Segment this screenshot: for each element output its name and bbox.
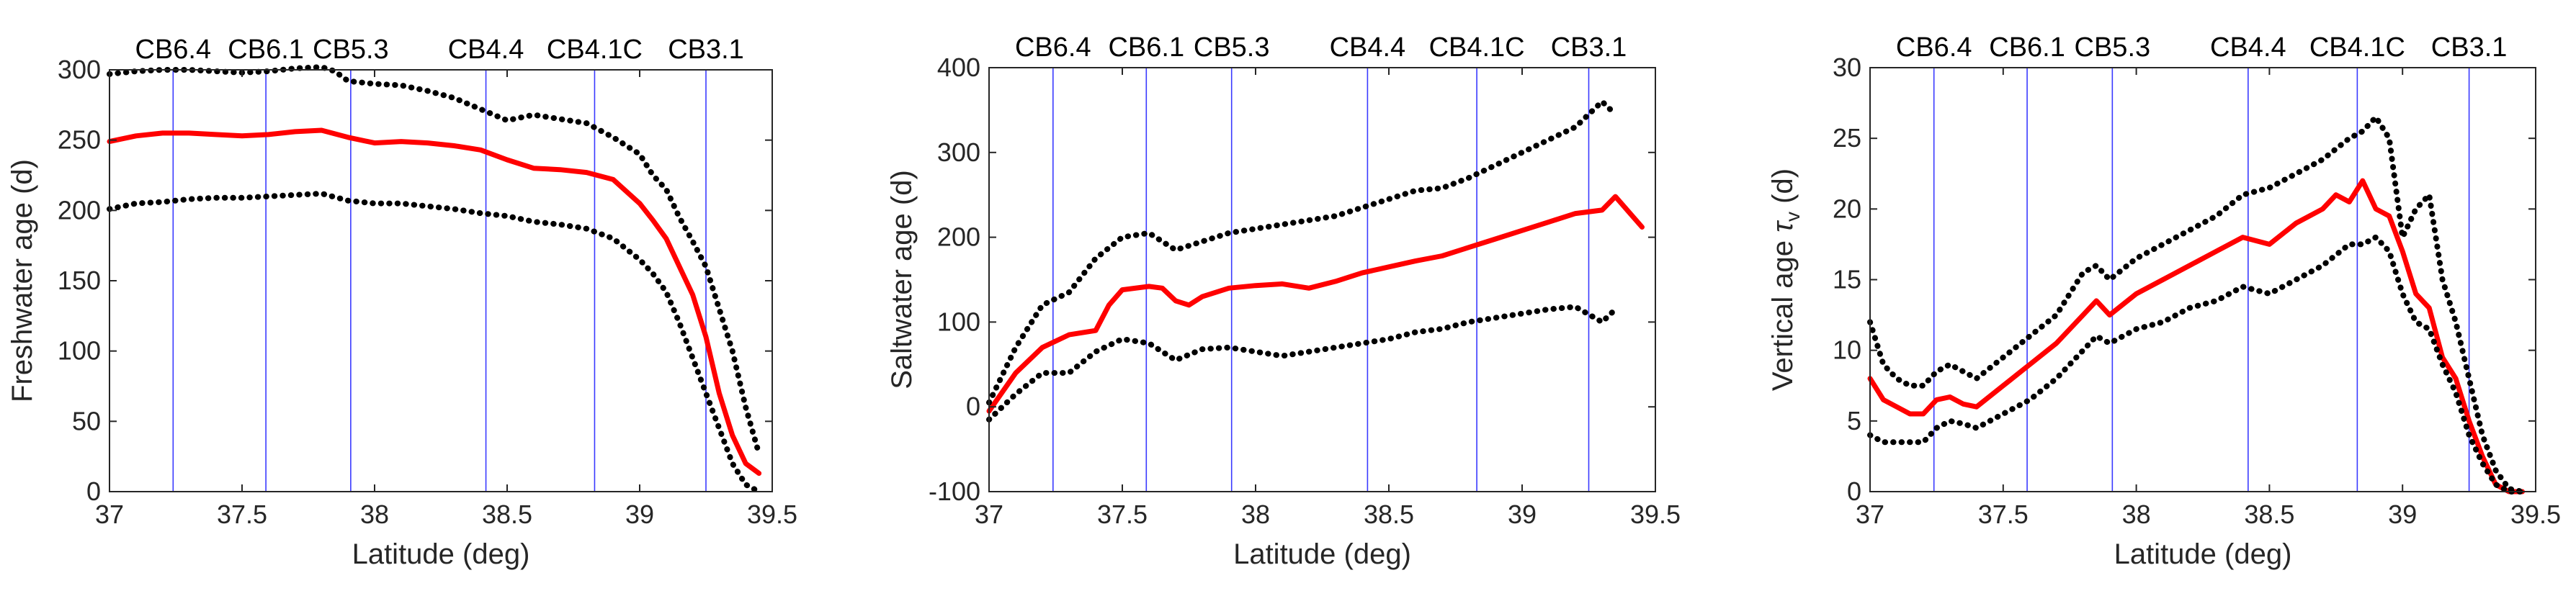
station-label: CB5.3 <box>1194 32 1270 63</box>
x-tick-label: 39 <box>2388 500 2417 529</box>
x-tick-label: 37 <box>1856 500 1884 529</box>
axes-box <box>1869 67 2536 492</box>
y-tick-label: 5 <box>1847 406 1861 435</box>
series-lower-line <box>1867 234 2526 495</box>
x-tick-label: 38.5 <box>2244 500 2294 529</box>
station-label: CB4.4 <box>2210 32 2286 63</box>
x-tick-label: 39 <box>625 500 654 529</box>
y-axis-label: Freshwater age (d) <box>6 159 38 402</box>
x-tick-label: 38.5 <box>1364 500 1414 529</box>
axes-box <box>988 67 1656 492</box>
series-lower-line <box>107 190 762 495</box>
panel-2: CB6.4 CB6.1 CB5.3 CB4.4 CB4.1C CB3.1 37 37.5 38 3… <box>886 32 1681 570</box>
station-label: CB6.4 <box>135 35 212 65</box>
series-lower-line <box>986 304 1619 423</box>
y-tick-label: 0 <box>86 477 101 506</box>
station-label: CB6.4 <box>1896 32 1972 63</box>
x-tick-label: 37.5 <box>1097 500 1148 529</box>
x-tick-label: 38 <box>360 500 389 529</box>
y-axis-label-subscript: v <box>1781 212 1804 222</box>
station-label: CB3.1 <box>2431 32 2508 63</box>
y-tick-label: 0 <box>966 392 980 421</box>
panel-1: CB6.4 CB6.1 CB5.3 CB4.4 CB4.1C CB3.1 37 37.5 38 3… <box>6 35 797 570</box>
y-tick-label: 30 <box>1833 53 1861 82</box>
x-tick-label: 39.5 <box>2510 500 2561 529</box>
station-label: CB5.3 <box>2075 32 2151 63</box>
x-tick-label: 39 <box>1508 500 1537 529</box>
station-label: CB6.1 <box>1108 32 1184 63</box>
station-label: CB4.1C <box>547 35 643 65</box>
x-tick-label: 38 <box>2122 500 2151 529</box>
series-mean-line <box>107 127 762 477</box>
x-tick-label: 37 <box>975 500 1003 529</box>
y-tick-label: 0 <box>1847 477 1861 506</box>
station-label: CB6.1 <box>1989 32 2065 63</box>
y-axis-label-symbol: τ <box>1767 220 1799 232</box>
x-tick-label: 37 <box>95 500 124 529</box>
station-label: CB3.1 <box>1551 32 1627 63</box>
y-tick-label: 200 <box>58 195 101 225</box>
x-tick-label: 39.5 <box>747 500 797 529</box>
y-tick-label: 250 <box>58 125 101 155</box>
y-axis-label-main: Vertical age <box>1767 232 1799 391</box>
station-label: CB6.1 <box>228 35 304 65</box>
series-upper-line <box>986 99 1619 406</box>
series-mean-line <box>1867 178 2525 495</box>
y-tick-label: 10 <box>1833 335 1861 365</box>
x-axis-label: Latitude (deg) <box>1233 538 1411 570</box>
station-label: CB6.4 <box>1015 32 1091 63</box>
y-tick-label: 20 <box>1833 194 1861 223</box>
y-axis-label-unit: (d) <box>1767 168 1799 212</box>
station-label: CB4.1C <box>2309 32 2405 63</box>
y-tick-label: -100 <box>929 477 980 506</box>
series-upper-line <box>1867 114 2526 495</box>
x-tick-label: 39.5 <box>1630 500 1681 529</box>
station-label: CB5.3 <box>313 35 389 65</box>
station-label: CB4.4 <box>448 35 524 65</box>
station-label: CB4.1C <box>1429 32 1525 63</box>
y-tick-label: 300 <box>58 55 101 84</box>
x-tick-label: 37.5 <box>1978 500 2029 529</box>
x-tick-label: 38.5 <box>482 500 532 529</box>
y-tick-label: 150 <box>58 266 101 295</box>
y-tick-label: 50 <box>72 406 101 435</box>
series-upper-line <box>107 64 762 457</box>
y-axis-label: Saltwater age (d) <box>886 170 918 389</box>
y-tick-label: 200 <box>937 222 980 252</box>
y-axis-label: Vertical age τv (d) <box>1767 168 1804 391</box>
station-label: CB3.1 <box>668 35 744 65</box>
y-tick-label: 100 <box>58 336 101 366</box>
x-axis-label: Latitude (deg) <box>2114 538 2292 570</box>
station-label: CB4.4 <box>1330 32 1406 63</box>
y-tick-label: 400 <box>937 53 980 82</box>
y-tick-label: 25 <box>1833 123 1861 153</box>
y-tick-label: 300 <box>937 137 980 167</box>
y-tick-label: 15 <box>1833 265 1861 294</box>
x-tick-label: 37.5 <box>217 500 267 529</box>
panel-3: CB6.4 CB6.1 CB5.3 CB4.4 CB4.1C CB3.1 37 37.5 38 3… <box>1767 32 2561 570</box>
x-tick-label: 38 <box>1241 500 1270 529</box>
series-mean-line <box>986 194 1645 414</box>
y-tick-label: 100 <box>937 307 980 336</box>
x-axis-label: Latitude (deg) <box>352 538 530 570</box>
